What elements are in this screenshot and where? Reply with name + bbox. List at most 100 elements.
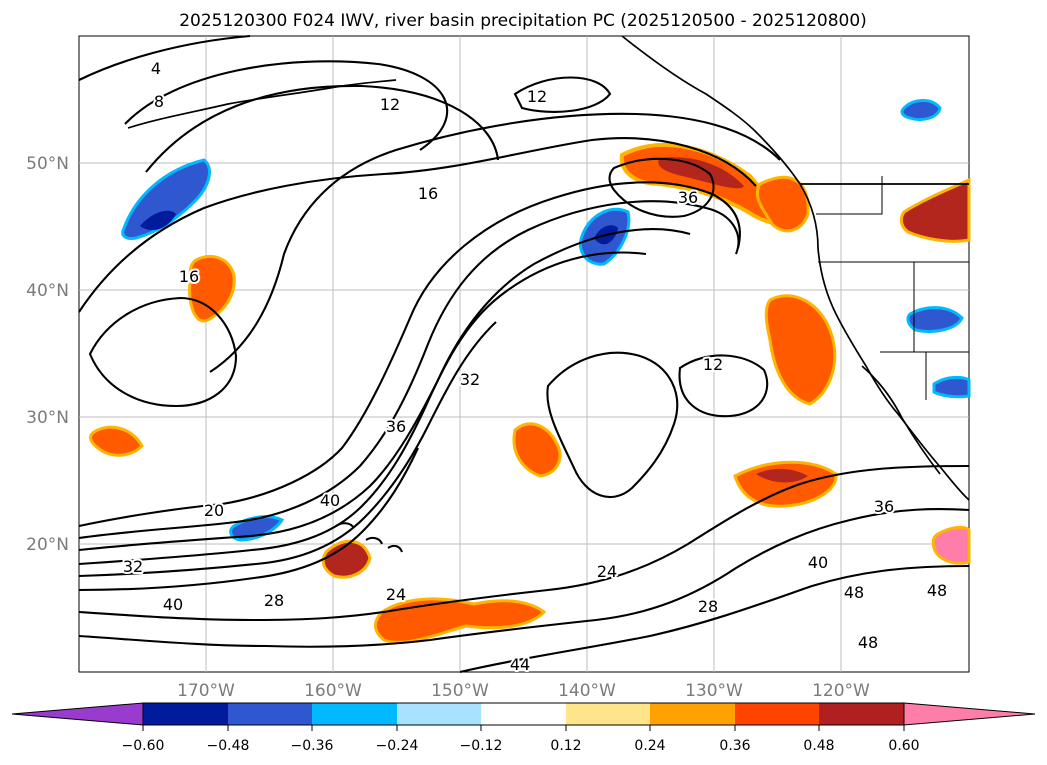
contour-label-36-east: 36 (874, 497, 894, 516)
contour-36 (78, 321, 497, 578)
contour-label-24-south: 24 (386, 585, 406, 604)
lon-label-150w: 150°W (431, 681, 489, 701)
contour-label-4: 4 (151, 59, 161, 78)
contour-label-32-center: 32 (460, 370, 480, 389)
colorbar-label-9: 0.48 (803, 738, 834, 754)
contour-labels: 4 8 12 12 12 16 16 20 24 24 28 28 32 32 … (121, 57, 949, 676)
contour-12-ring (513, 76, 612, 113)
contour-label-48-a: 48 (844, 583, 864, 602)
contour-8 (124, 60, 449, 151)
lon-label-160w: 160°W (304, 681, 362, 701)
contour-label-12-east: 12 (703, 355, 723, 374)
midpacific-rain-patch (512, 422, 562, 478)
northeast-dry-patch (900, 99, 942, 122)
contour-label-16-center: 16 (418, 184, 438, 203)
pnw-rain-core (658, 157, 744, 189)
subtropical-rain-core (756, 468, 808, 483)
colorbar-segment-6 (566, 703, 650, 725)
southwest-dry-patch (906, 306, 964, 333)
contour-label-40-center: 40 (320, 491, 340, 510)
lon-label-170w: 170°W (177, 681, 235, 701)
colorbar-label-6: 0.12 (550, 738, 581, 754)
colorbar-label-5: −0.12 (460, 738, 503, 754)
contour-label-36-north: 36 (678, 188, 698, 207)
contour-south-b (78, 507, 970, 648)
far-west-rain-patch (89, 425, 144, 457)
lon-label-130w: 130°W (685, 681, 743, 701)
colorbar-label-10: 0.60 (888, 738, 919, 754)
colorbar-segment-5 (481, 703, 566, 725)
colorbar-label-3: −0.36 (291, 738, 334, 754)
map-title: 2025120300 F024 IWV, river basin precipi… (179, 11, 867, 31)
contour-label-44: 44 (510, 655, 530, 674)
north-america-coastline (621, 35, 970, 501)
colorbar: −0.60 −0.48 −0.36 −0.24 −0.12 0.12 0.24 … (11, 702, 1036, 754)
colorbar-frame (142, 702, 905, 726)
contour-west-36 (608, 157, 715, 218)
colorbar-segment-4 (397, 703, 481, 725)
lat-label-40: 40°N (26, 281, 69, 301)
contour-20 (78, 181, 741, 528)
contour-subtropical-loop (546, 351, 679, 498)
contour-label-12-north: 12 (380, 95, 400, 114)
colorbar-left-extension (11, 702, 144, 726)
lat-label-30: 30°N (26, 408, 69, 428)
colorbar-label-1: −0.60 (122, 738, 165, 754)
contour-label-28-west: 28 (264, 591, 284, 610)
contour-label-32-west: 32 (123, 557, 143, 576)
inland-rain-patch (899, 177, 971, 243)
colorbar-label-7: 0.24 (634, 738, 665, 754)
contour-12-east (678, 354, 769, 418)
colorbar-segment-9 (819, 703, 904, 725)
contour-4 (78, 34, 251, 81)
contour-40 (78, 447, 419, 592)
west-rain-patch (188, 255, 236, 323)
south-rain-patch (374, 597, 547, 644)
mexico-dry-patch (932, 375, 971, 399)
state-lines (816, 176, 969, 400)
contour-16-a (78, 137, 757, 313)
contour-label-8: 8 (154, 92, 164, 111)
northwest-dry-patch (121, 158, 211, 240)
contour-16-b (209, 112, 781, 373)
alaska-islands (127, 79, 397, 129)
contour-24 (78, 200, 740, 540)
precip-patches (89, 99, 971, 644)
northwest-dry-core (140, 210, 176, 231)
lat-axis: 50°N 40°N 30°N 20°N (26, 154, 69, 555)
contour-28 (78, 228, 691, 552)
map-panel: 4 8 12 12 12 16 16 20 24 24 28 28 32 32 … (78, 34, 971, 676)
colorbar-segment-7 (650, 703, 735, 725)
lat-label-50: 50°N (26, 154, 69, 174)
contour-south-a (78, 464, 970, 622)
contour-label-24-center: 24 (597, 562, 617, 581)
contour-south-c (459, 564, 970, 674)
colorbar-segment-8 (735, 703, 819, 725)
contour-label-40-west: 40 (163, 595, 183, 614)
contour-label-48-c: 48 (927, 581, 947, 600)
baja-peninsula (861, 365, 941, 475)
coastal-rain-band (755, 175, 810, 233)
colorbar-segment-2 (228, 703, 312, 725)
contour-label-12-ring: 12 (527, 87, 547, 106)
lon-axis: 170°W 160°W 150°W 140°W 130°W 120°W (177, 681, 870, 701)
lon-label-140w: 140°W (558, 681, 616, 701)
colorbar-label-2: −0.48 (207, 738, 250, 754)
lon-label-120w: 120°W (812, 681, 870, 701)
lat-label-20: 20°N (26, 535, 69, 555)
colorbar-segment-1 (143, 703, 228, 725)
contour-label-36-center: 36 (386, 417, 406, 436)
california-rain-patch (764, 294, 837, 406)
contour-label-16-west: 16 (179, 267, 199, 286)
contour-west-loop (88, 296, 238, 408)
colorbar-segment-3 (312, 703, 397, 725)
contour-label-48-b: 48 (858, 633, 878, 652)
positive-patches (89, 142, 971, 644)
contour-label-28-east: 28 (698, 597, 718, 616)
negative-patches (121, 99, 971, 542)
colorbar-right-extension (903, 702, 1036, 726)
east-rain-patch (931, 525, 971, 565)
contour-12-north (145, 84, 500, 173)
colorbar-label-8: 0.36 (719, 738, 750, 754)
